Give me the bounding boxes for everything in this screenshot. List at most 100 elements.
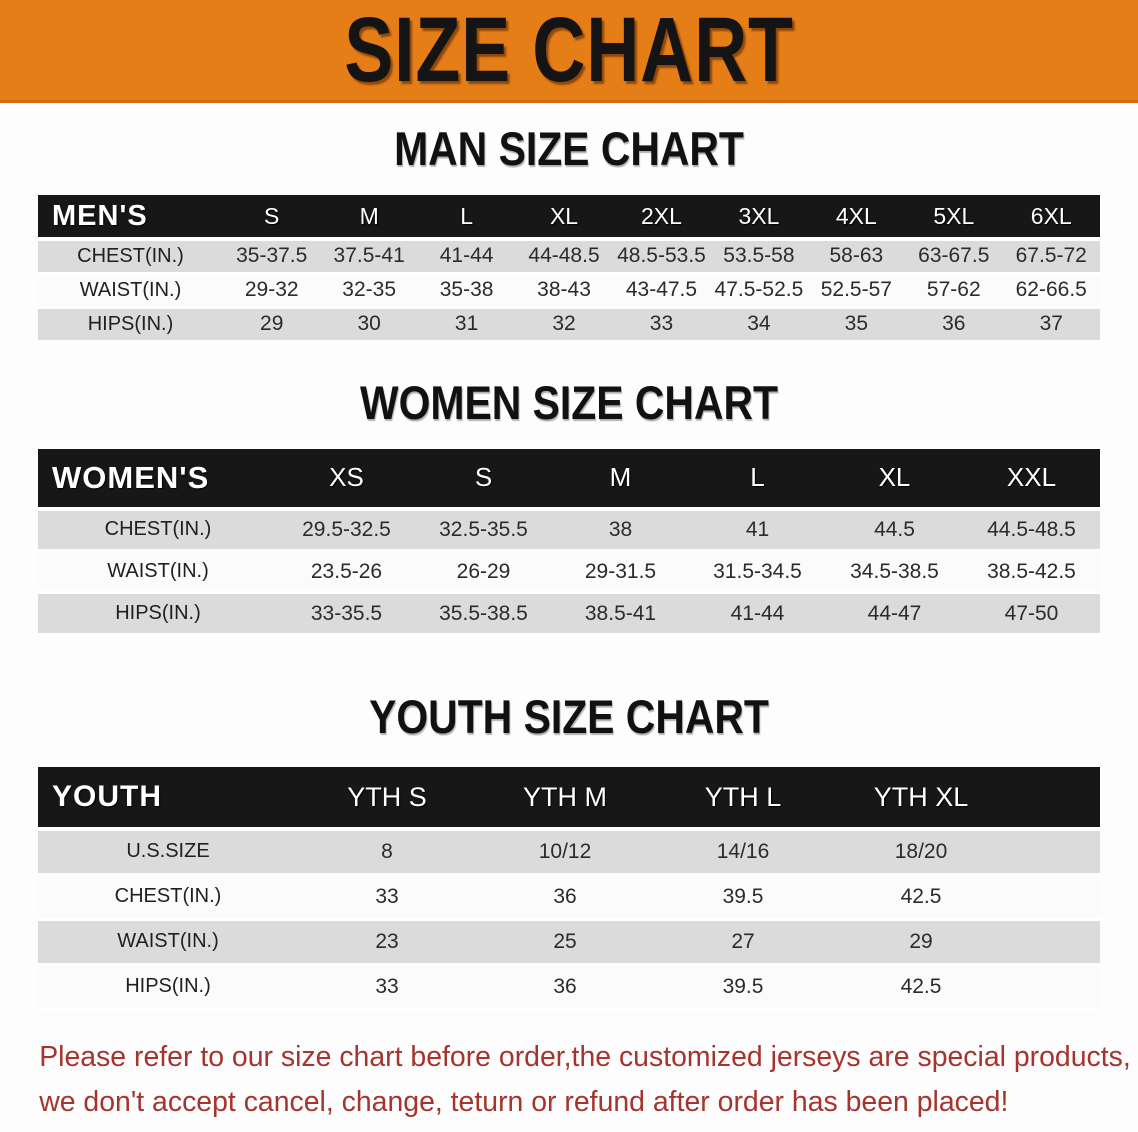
size-column-header: L — [689, 448, 826, 511]
measurement-cell: 48.5-53.5 — [612, 239, 711, 275]
women-size-table-wrap: WOMEN'S XS S M L XL XXL CHEST(IN.) 29.5-32.5 32.5… — [38, 448, 1100, 636]
size-column-header: M — [320, 195, 418, 241]
row-label-cell: U.S.SIZE — [38, 829, 298, 876]
row-label-cell: WAIST(IN.) — [38, 273, 223, 309]
measurement-cell: 35-37.5 — [223, 239, 321, 275]
women-size-table: WOMEN'S XS S M L XL XXL CHEST(IN.) 29.5-32.5 32.5… — [38, 448, 1100, 636]
measurement-cell: 33 — [612, 307, 711, 343]
measurement-cell: 42.5 — [832, 964, 1010, 1011]
measurement-cell: 37 — [1002, 307, 1100, 343]
size-column-header: YTH M — [476, 767, 654, 831]
measurement-cell: 36 — [476, 874, 654, 921]
table-row: HIPS(IN.) 29 30 31 32 33 34 35 36 37 — [38, 307, 1100, 343]
measurement-cell: 29 — [832, 919, 1010, 966]
measurement-cell: 32.5-35.5 — [415, 508, 552, 552]
table-row: CHEST(IN.) 33 36 39.5 42.5 — [38, 874, 1100, 921]
row-label-cell: CHEST(IN.) — [38, 239, 223, 275]
measurement-cell: 41 — [689, 508, 826, 552]
size-column-header: L — [417, 195, 516, 241]
row-label-cell: WAIST(IN.) — [38, 919, 298, 966]
measurement-cell: 41-44 — [417, 239, 516, 275]
size-column-header: YTH S — [298, 767, 476, 831]
table-row: CHEST(IN.) 35-37.5 37.5-41 41-44 44-48.5 48.5… — [38, 239, 1100, 275]
measurement-cell: 35.5-38.5 — [415, 592, 552, 636]
measurement-cell: 29 — [223, 307, 321, 343]
measurement-cell: 36 — [905, 307, 1003, 343]
measurement-cell: 34.5-38.5 — [826, 550, 963, 594]
measurement-cell: 67.5-72 — [1002, 239, 1100, 275]
banner-title: SIZE CHART — [344, 0, 794, 101]
size-column-header: XS — [278, 448, 415, 511]
table-title-cell: WOMEN'S — [38, 448, 278, 511]
size-column-header: 2XL — [612, 195, 711, 241]
measurement-cell: 58-63 — [807, 239, 906, 275]
measurement-cell: 52.5-57 — [807, 273, 906, 309]
measurement-cell: 32-35 — [320, 273, 418, 309]
size-column-header: S — [415, 448, 552, 511]
youth-section-heading: YOUTH SIZE CHART — [369, 690, 769, 743]
measurement-cell: 63-67.5 — [905, 239, 1003, 275]
size-column-header: 4XL — [807, 195, 906, 241]
row-label-cell: CHEST(IN.) — [38, 874, 298, 921]
men-size-table-wrap: MEN'S S M L XL 2XL 3XL 4XL 5XL 6XL CHEST(IN.) 35-37… — [38, 195, 1100, 343]
header-filler-cell — [1010, 767, 1100, 831]
table-row: WAIST(IN.) 23.5-26 26-29 29-31.5 31.5-34.5 34… — [38, 550, 1100, 594]
youth-size-table: YOUTH YTH S YTH M YTH L YTH XL U.S.SIZE 8 10/12… — [38, 767, 1100, 1011]
measurement-cell: 8 — [298, 829, 476, 876]
table-title-cell: MEN'S — [38, 195, 223, 241]
measurement-cell: 29-31.5 — [552, 550, 689, 594]
measurement-cell: 47.5-52.5 — [710, 273, 808, 309]
measurement-cell: 36 — [476, 964, 654, 1011]
measurement-cell: 35 — [807, 307, 906, 343]
table-title-cell: YOUTH — [38, 767, 298, 831]
size-column-header: XL — [515, 195, 613, 241]
measurement-cell: 44.5 — [826, 508, 963, 552]
men-size-table: MEN'S S M L XL 2XL 3XL 4XL 5XL 6XL CHEST(IN.) 35-37… — [38, 195, 1100, 343]
size-column-header: XL — [826, 448, 963, 511]
women-section-heading: WOMEN SIZE CHART — [360, 375, 778, 429]
measurement-cell: 44-47 — [826, 592, 963, 636]
measurement-cell: 14/16 — [654, 829, 832, 876]
size-column-header: M — [552, 448, 689, 511]
size-column-header: XXL — [963, 448, 1100, 511]
measurement-cell: 38 — [552, 508, 689, 552]
measurement-cell: 31.5-34.5 — [689, 550, 826, 594]
disclaimer-line-1: Please refer to our size chart before or… — [39, 1040, 1131, 1073]
measurement-cell: 42.5 — [832, 874, 1010, 921]
measurement-cell: 44.5-48.5 — [963, 508, 1100, 552]
measurement-cell: 33 — [298, 964, 476, 1011]
measurement-cell: 38-43 — [515, 273, 613, 309]
measurement-cell: 27 — [654, 919, 832, 966]
measurement-cell: 44-48.5 — [515, 239, 613, 275]
size-column-header: 6XL — [1002, 195, 1100, 241]
measurement-cell: 38.5-41 — [552, 592, 689, 636]
measurement-cell: 32 — [515, 307, 613, 343]
measurement-cell: 43-47.5 — [612, 273, 711, 309]
table-row: CHEST(IN.) 29.5-32.5 32.5-35.5 38 41 44.5 44.5… — [38, 508, 1100, 552]
row-filler-cell — [1010, 919, 1100, 966]
table-header-row: MEN'S S M L XL 2XL 3XL 4XL 5XL 6XL — [38, 195, 1100, 241]
measurement-cell: 38.5-42.5 — [963, 550, 1100, 594]
measurement-cell: 41-44 — [689, 592, 826, 636]
table-header-row: WOMEN'S XS S M L XL XXL — [38, 448, 1100, 511]
measurement-cell: 30 — [320, 307, 418, 343]
row-filler-cell — [1010, 964, 1100, 1011]
youth-size-table-wrap: YOUTH YTH S YTH M YTH L YTH XL U.S.SIZE 8 10/12… — [38, 767, 1100, 1011]
men-section-heading: MAN SIZE CHART — [394, 122, 744, 175]
measurement-cell: 33 — [298, 874, 476, 921]
measurement-cell: 18/20 — [832, 829, 1010, 876]
measurement-cell: 35-38 — [417, 273, 516, 309]
measurement-cell: 31 — [417, 307, 516, 343]
table-row: WAIST(IN.) 29-32 32-35 35-38 38-43 43-47.5 47.… — [38, 273, 1100, 309]
table-row: HIPS(IN.) 33 36 39.5 42.5 — [38, 964, 1100, 1011]
measurement-cell: 23.5-26 — [278, 550, 415, 594]
table-row: HIPS(IN.) 33-35.5 35.5-38.5 38.5-41 41-44 44-… — [38, 592, 1100, 636]
disclaimer-line-2: we don't accept cancel, change, teturn o… — [39, 1085, 1009, 1118]
row-label-cell: WAIST(IN.) — [38, 550, 278, 594]
table-header-row: YOUTH YTH S YTH M YTH L YTH XL — [38, 767, 1100, 831]
table-row: U.S.SIZE 8 10/12 14/16 18/20 — [38, 829, 1100, 876]
measurement-cell: 34 — [710, 307, 808, 343]
measurement-cell: 57-62 — [905, 273, 1003, 309]
row-label-cell: HIPS(IN.) — [38, 592, 278, 636]
row-label-cell: HIPS(IN.) — [38, 964, 298, 1011]
